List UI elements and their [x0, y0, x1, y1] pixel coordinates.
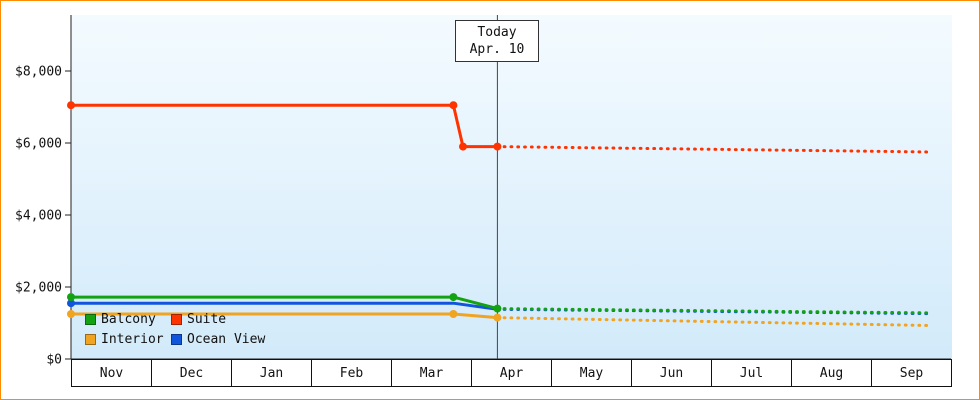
series-forecast-suite	[495, 145, 933, 154]
legend-item-ocean-view: Ocean View	[171, 332, 291, 347]
data-point-suite	[459, 142, 467, 151]
legend-swatch-ocean-view	[171, 334, 182, 345]
data-point-interior	[449, 310, 458, 318]
month-cell-may: May	[552, 360, 632, 386]
series-line-suite	[71, 103, 498, 149]
legend-label: Balcony	[101, 312, 156, 327]
x-axis-month-band: Nov Dec Jan Feb Mar Apr May Jun Jul Aug Sep	[71, 359, 952, 387]
y-tick-label: $4,000	[15, 209, 62, 224]
legend-item-balcony: Balcony	[85, 312, 171, 327]
legend-item-interior: Interior	[85, 332, 171, 347]
month-cell-sep: Sep	[899, 365, 924, 381]
data-point-suite	[67, 101, 75, 110]
month-cell-aug: Aug	[792, 360, 872, 386]
data-point-ocean-view	[67, 299, 75, 308]
data-point-suite	[449, 101, 458, 110]
data-point-suite	[493, 142, 502, 151]
series-forecast-balcony	[495, 307, 933, 315]
y-tick-label: $2,000	[15, 281, 62, 296]
month-cell-nov: Nov	[72, 360, 152, 386]
month-cell-dec: Dec	[152, 360, 232, 386]
plot-background	[71, 15, 952, 359]
y-tick-label: $0	[46, 353, 62, 368]
data-point-balcony	[67, 293, 75, 302]
data-point-interior	[493, 313, 502, 322]
data-point-balcony	[449, 293, 458, 302]
month-cell-feb: Feb	[312, 360, 392, 386]
legend-swatch-suite	[171, 314, 182, 325]
y-tick-label: $6,000	[15, 137, 62, 152]
month-cell-jan: Jan	[232, 360, 312, 386]
month-cell-jun: Jun	[632, 360, 712, 386]
legend-label: Interior	[101, 332, 164, 347]
data-point-balcony	[493, 304, 502, 313]
today-label-line2: Apr. 10	[469, 42, 525, 57]
month-cell-jul: Jul	[712, 360, 792, 386]
legend-label: Ocean View	[187, 332, 266, 347]
legend-swatch-balcony	[85, 314, 96, 325]
today-label-box: Today Apr. 10	[455, 20, 539, 62]
chart-legend: Balcony Suite Interior Ocean View	[85, 312, 291, 347]
legend-swatch-interior	[85, 334, 96, 345]
month-cell-mar: Mar	[392, 360, 472, 386]
data-point-interior	[67, 310, 75, 318]
month-cell-apr: Apr	[472, 360, 552, 386]
today-label-line1: Today	[477, 25, 517, 40]
legend-label: Suite	[187, 312, 227, 327]
legend-item-suite: Suite	[171, 312, 291, 327]
series-line-ocean-view	[71, 301, 498, 311]
series-forecast-interior	[495, 316, 933, 328]
y-tick-label: $8,000	[15, 65, 62, 80]
